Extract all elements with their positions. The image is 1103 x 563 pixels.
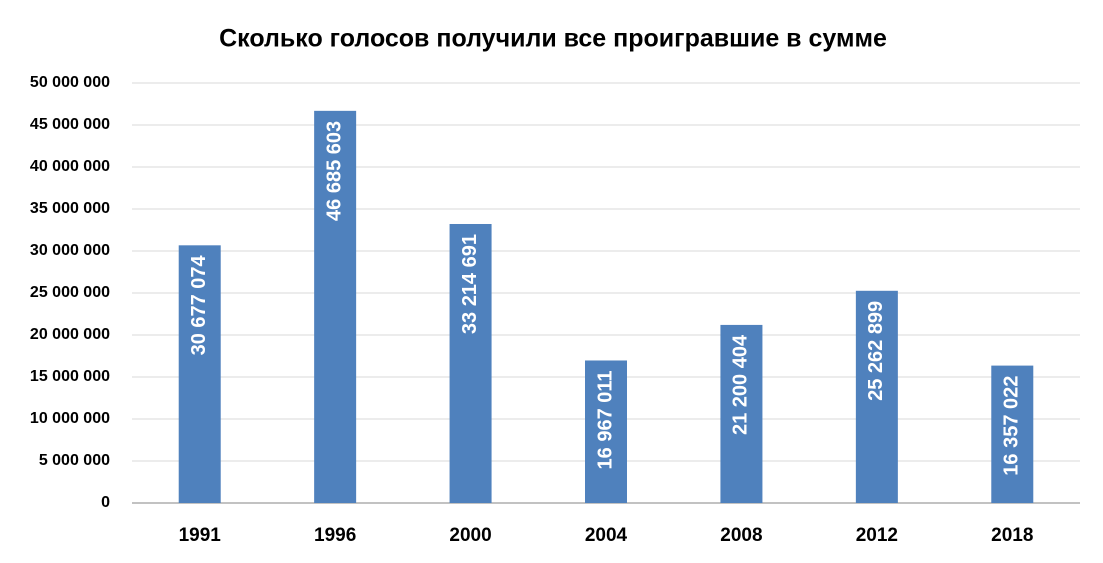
value-label: 25 262 899 xyxy=(865,301,887,401)
value-label: 46 685 603 xyxy=(323,121,345,221)
y-tick-label: 0 xyxy=(101,494,110,511)
value-label: 16 357 022 xyxy=(1001,376,1023,476)
bar xyxy=(991,365,1034,503)
bar xyxy=(178,245,221,504)
y-tick-label: 35 000 000 xyxy=(30,200,110,217)
x-tick-label: 2000 xyxy=(449,525,491,546)
y-tick-label: 10 000 000 xyxy=(30,410,110,427)
y-tick-label: 5 000 000 xyxy=(39,452,110,469)
y-tick-label: 25 000 000 xyxy=(30,284,110,301)
y-tick-label: 45 000 000 xyxy=(30,116,110,133)
bar xyxy=(585,360,627,503)
y-tick-label: 20 000 000 xyxy=(30,326,110,343)
bar xyxy=(855,290,898,503)
value-label: 16 967 011 xyxy=(594,370,616,469)
value-label: 30 677 074 xyxy=(188,254,210,355)
value-label: 21 200 404 xyxy=(730,334,752,435)
y-tick-label: 30 000 000 xyxy=(30,242,110,259)
x-tick-label: 1996 xyxy=(314,525,356,546)
x-tick-label: 1991 xyxy=(179,525,222,546)
x-tick-label: 2018 xyxy=(991,525,1033,546)
x-tick-label: 2012 xyxy=(856,525,898,546)
x-tick-label: 2004 xyxy=(585,525,628,546)
bar xyxy=(720,324,763,503)
y-tick-label: 15 000 000 xyxy=(30,368,110,385)
bar xyxy=(449,223,492,504)
bar xyxy=(314,110,357,503)
value-label: 33 214 691 xyxy=(459,234,481,334)
x-tick-label: 2008 xyxy=(720,525,762,546)
y-tick-label: 50 000 000 xyxy=(30,74,110,91)
y-tick-label: 40 000 000 xyxy=(30,158,110,175)
chart-title: Сколько голосов получили все проигравшие… xyxy=(219,25,887,53)
